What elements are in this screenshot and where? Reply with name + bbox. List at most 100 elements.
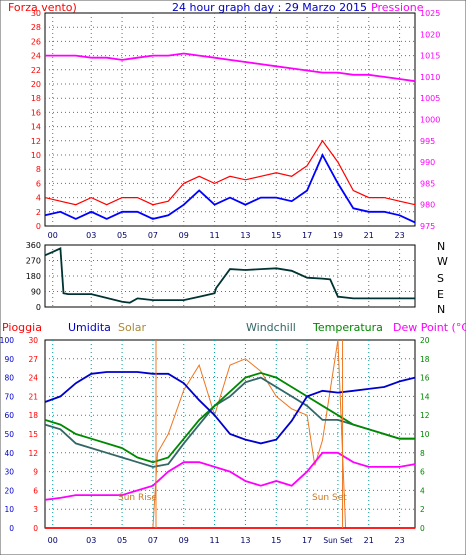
hour-tick-label: 05 xyxy=(117,536,127,545)
direction-tick-label: 270 xyxy=(26,257,41,266)
pressure-tick-label: 1015 xyxy=(420,52,440,61)
pressure-tick-label: 985 xyxy=(420,179,435,188)
hour-tick-label: 07 xyxy=(148,536,158,545)
direction-tick-label: 360 xyxy=(26,241,41,250)
pressure-tick-label: 980 xyxy=(420,201,435,210)
legend-rain: Pioggia xyxy=(2,321,42,334)
rain-tick-label: 18 xyxy=(28,411,38,420)
hour-tick-label: 21 xyxy=(364,231,374,240)
temperature-tick-label: 10 xyxy=(420,430,430,439)
rain-tick-label: 21 xyxy=(28,392,38,401)
temperature-tick-label: 0 xyxy=(420,524,425,533)
rain-tick-label: 15 xyxy=(28,430,38,439)
wind-pressure-series xyxy=(44,52,416,224)
chart-title: 24 hour graph day : 29 Marzo 2015 xyxy=(172,1,367,14)
temperature-tick-label: 6 xyxy=(420,468,425,477)
pressure-tick-label: 1005 xyxy=(420,94,440,103)
humidity-line xyxy=(44,371,416,445)
rain-tick-labels: 0 3 6 9 12 15 18 21 24 27 30 xyxy=(28,336,38,533)
wind-tick-label: 0 xyxy=(36,222,41,231)
direction-tick-label: 180 xyxy=(26,272,41,281)
humidity-tick-label: 100 xyxy=(0,336,14,345)
wind-tick-label: 20 xyxy=(31,80,41,89)
temperature-tick-label: 4 xyxy=(420,486,425,495)
legend-temperature: Temperatura xyxy=(312,321,383,334)
humidity-tick-label: 50 xyxy=(4,430,14,439)
rain-tick-label: 12 xyxy=(28,449,38,458)
rain-tick-label: 30 xyxy=(28,336,38,345)
humidity-tick-label: 60 xyxy=(4,411,14,420)
wind-tick-label: 8 xyxy=(36,165,41,174)
rain-tick-label: 0 xyxy=(33,524,38,533)
hour-tick-label: 11 xyxy=(209,536,219,545)
wind-line xyxy=(44,139,416,206)
compass-label-e: E xyxy=(437,288,444,301)
pressure-tick-label: 995 xyxy=(420,137,435,146)
wind-tick-label: 24 xyxy=(31,52,41,61)
humidity-tick-label: 20 xyxy=(4,486,14,495)
compass-labels: N W S E N xyxy=(437,240,448,316)
wind-tick-label: 18 xyxy=(31,94,41,103)
humidity-tick-label: 10 xyxy=(4,505,14,514)
humidity-tick-label: 40 xyxy=(4,449,14,458)
weather-series xyxy=(44,339,416,529)
wind-tick-label: 30 xyxy=(31,9,41,18)
compass-label-n-top: N xyxy=(437,240,445,253)
pressure-tick-label: 1010 xyxy=(420,73,440,82)
temperature-tick-label: 16 xyxy=(420,374,430,383)
pressure-axis-title: Pressione xyxy=(371,1,424,14)
hour-tick-label: 15 xyxy=(271,231,281,240)
hour-tick-label: 03 xyxy=(86,536,96,545)
wind-tick-label: 4 xyxy=(36,194,41,203)
legend-humidity: Umidita xyxy=(68,321,111,334)
wind-tick-label: 26 xyxy=(31,37,41,46)
hour-tick-label: 19 xyxy=(333,231,343,240)
hour-tick-label: 09 xyxy=(179,536,189,545)
wind-tick-label: 22 xyxy=(31,66,41,75)
hour-tick-label: 21 xyxy=(364,536,374,545)
wind-tick-label: 16 xyxy=(31,108,41,117)
direction-tick-label: 0 xyxy=(36,303,41,312)
wind-tick-label: 2 xyxy=(36,208,41,217)
dewpoint-line xyxy=(44,451,416,501)
hour-tick-label: 09 xyxy=(179,231,189,240)
hour-tick-label: 17 xyxy=(302,536,312,545)
legend-dewpoint: Dew Point (°C) xyxy=(393,321,466,334)
humidity-tick-label: 30 xyxy=(4,468,14,477)
humidity-tick-label: 70 xyxy=(4,392,14,401)
temperature-tick-label: 12 xyxy=(420,411,430,420)
rain-tick-label: 24 xyxy=(28,374,38,383)
hour-tick-label: 23 xyxy=(394,536,404,545)
pressure-tick-label: 990 xyxy=(420,158,435,167)
compass-label-w: W xyxy=(437,255,448,268)
rain-tick-label: 27 xyxy=(28,355,38,364)
humidity-tick-label: 80 xyxy=(4,374,14,383)
temperature-tick-label: 2 xyxy=(420,505,425,514)
hour-tick-label: 00 xyxy=(48,231,58,240)
wind-pressure-plot-area xyxy=(44,12,416,227)
pressure-tick-label: 975 xyxy=(420,222,435,231)
hour-tick-label: 15 xyxy=(271,536,281,545)
compass-label-n-bottom: N xyxy=(437,303,445,316)
gust-line xyxy=(44,152,416,224)
direction-tick-label: 90 xyxy=(31,288,41,297)
humidity-tick-labels: 0 10 20 30 40 50 60 70 80 90 100 xyxy=(0,336,14,533)
rain-tick-label: 6 xyxy=(33,486,38,495)
wind-direction-grid xyxy=(45,245,415,307)
hour-tick-label: 13 xyxy=(240,536,250,545)
temperature-tick-label: 18 xyxy=(420,355,430,364)
hour-tick-label: 05 xyxy=(117,231,127,240)
hour-tick-label: 23 xyxy=(394,231,404,240)
hour-tick-label: 17 xyxy=(302,231,312,240)
wind-tick-label: 6 xyxy=(36,179,41,188)
hour-tick-labels-top: 00 03 05 07 09 11 13 15 17 19 21 23 xyxy=(48,231,405,240)
wind-tick-label: 12 xyxy=(31,137,41,146)
rain-tick-label: 9 xyxy=(33,468,38,477)
compass-label-s: S xyxy=(437,272,444,285)
wind-tick-label: 10 xyxy=(31,151,41,160)
humidity-tick-label: 90 xyxy=(4,355,14,364)
legend: Pioggia Umidita Solar Windchill Temperat… xyxy=(2,321,466,334)
